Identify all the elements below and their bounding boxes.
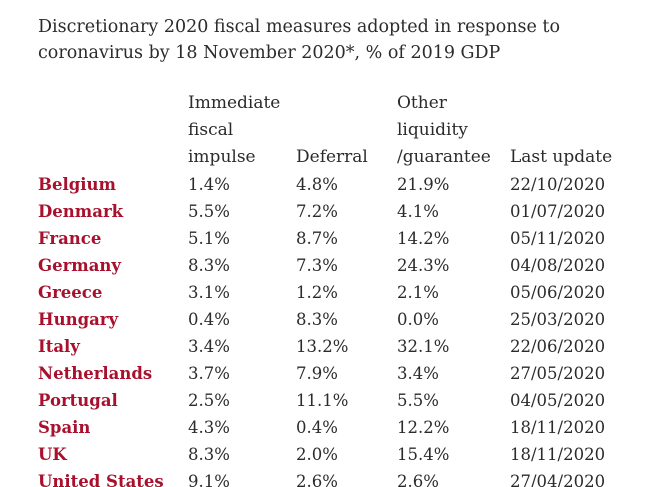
header-immediate-line-1: Immediate: [188, 93, 281, 113]
table-row: United States 9.1% 2.6% 2.6% 27/04/2020: [0, 468, 650, 487]
last-update-cell: 22/10/2020: [510, 175, 606, 194]
last-update-cell: 18/11/2020: [510, 445, 606, 464]
immediate-cell: 9.1%: [188, 472, 230, 487]
table-row: Greece 3.1% 1.2% 2.1% 05/06/2020: [0, 279, 650, 306]
other-cell: 2.1%: [397, 283, 439, 302]
immediate-cell: 5.1%: [188, 229, 230, 248]
immediate-cell: 4.3%: [188, 418, 230, 437]
deferral-cell: 8.7%: [296, 229, 338, 248]
table-row: Denmark 5.5% 7.2% 4.1% 01/07/2020: [0, 198, 650, 225]
immediate-cell: 5.5%: [188, 202, 230, 221]
table-row: Portugal 2.5% 11.1% 5.5% 04/05/2020: [0, 387, 650, 414]
header-other-line-1: Other: [397, 93, 447, 113]
country-cell: UK: [38, 445, 67, 464]
last-update-cell: 05/06/2020: [510, 283, 606, 302]
table-row: Netherlands 3.7% 7.9% 3.4% 27/05/2020: [0, 360, 650, 387]
other-cell: 15.4%: [397, 445, 450, 464]
immediate-cell: 3.7%: [188, 364, 230, 383]
other-cell: 0.0%: [397, 310, 439, 329]
other-cell: 12.2%: [397, 418, 450, 437]
header-deferral-spacer-2: [296, 117, 368, 144]
deferral-cell: 4.8%: [296, 175, 338, 194]
deferral-cell: 7.3%: [296, 256, 338, 275]
other-cell: 3.4%: [397, 364, 439, 383]
table-row: Spain 4.3% 0.4% 12.2% 18/11/2020: [0, 414, 650, 441]
country-cell: Greece: [38, 283, 103, 302]
last-update-cell: 01/07/2020: [510, 202, 606, 221]
other-cell: 4.1%: [397, 202, 439, 221]
immediate-cell: 0.4%: [188, 310, 230, 329]
table-row: Belgium 1.4% 4.8% 21.9% 22/10/2020: [0, 171, 650, 198]
other-cell: 2.6%: [397, 472, 439, 487]
country-cell: United States: [38, 472, 164, 487]
other-cell: 32.1%: [397, 337, 450, 356]
other-cell: 21.9%: [397, 175, 450, 194]
title-line-2: coronavirus by 18 November 2020*, % of 2…: [38, 43, 501, 63]
last-update-cell: 18/11/2020: [510, 418, 606, 437]
last-update-cell: 22/06/2020: [510, 337, 606, 356]
deferral-cell: 0.4%: [296, 418, 338, 437]
last-update-cell: 05/11/2020: [510, 229, 606, 248]
country-cell: France: [38, 229, 102, 248]
header-deferral-spacer-1: [296, 90, 368, 117]
immediate-cell: 8.3%: [188, 256, 230, 275]
header-deferral-label: Deferral: [296, 147, 368, 167]
table-body: Belgium 1.4% 4.8% 21.9% 22/10/2020 Denmark 5.5…: [0, 171, 650, 487]
immediate-cell: 3.1%: [188, 283, 230, 302]
country-cell: Portugal: [38, 391, 118, 410]
table-row: Hungary 0.4% 8.3% 0.0% 25/03/2020: [0, 306, 650, 333]
header-other-line-3: /guarantee: [397, 147, 491, 167]
deferral-cell: 1.2%: [296, 283, 338, 302]
header-update-spacer-1: [510, 90, 612, 117]
deferral-cell: 2.6%: [296, 472, 338, 487]
immediate-cell: 2.5%: [188, 391, 230, 410]
other-cell: 14.2%: [397, 229, 450, 248]
header-immediate-fiscal-impulse: Immediate fiscal impulse: [188, 90, 280, 171]
last-update-cell: 25/03/2020: [510, 310, 606, 329]
country-cell: Germany: [38, 256, 122, 275]
country-cell: Italy: [38, 337, 80, 356]
deferral-cell: 8.3%: [296, 310, 338, 329]
country-cell: Belgium: [38, 175, 116, 194]
header-deferral: Deferral: [296, 90, 368, 171]
table-row: France 5.1% 8.7% 14.2% 05/11/2020: [0, 225, 650, 252]
header-last-update: Last update: [510, 90, 612, 171]
country-cell: Spain: [38, 418, 91, 437]
other-cell: 24.3%: [397, 256, 450, 275]
last-update-cell: 04/05/2020: [510, 391, 606, 410]
header-immediate-line-3: impulse: [188, 147, 256, 167]
table-row: UK 8.3% 2.0% 15.4% 18/11/2020: [0, 441, 650, 468]
header-update-label: Last update: [510, 147, 613, 167]
header-update-spacer-2: [510, 117, 612, 144]
country-cell: Hungary: [38, 310, 119, 329]
title-line-1: Discretionary 2020 fiscal measures adopt…: [38, 17, 561, 37]
deferral-cell: 7.2%: [296, 202, 338, 221]
table-row: Italy 3.4% 13.2% 32.1% 22/06/2020: [0, 333, 650, 360]
header-other-liquidity-guarantee: Other liquidity /guarantee: [397, 90, 491, 171]
header-immediate-line-2: fiscal: [188, 120, 234, 140]
deferral-cell: 13.2%: [296, 337, 349, 356]
table-title: Discretionary 2020 fiscal measures adopt…: [38, 14, 618, 66]
header-other-line-2: liquidity: [397, 120, 468, 140]
last-update-cell: 27/05/2020: [510, 364, 606, 383]
table-row: Germany 8.3% 7.3% 24.3% 04/08/2020: [0, 252, 650, 279]
deferral-cell: 2.0%: [296, 445, 338, 464]
deferral-cell: 7.9%: [296, 364, 338, 383]
deferral-cell: 11.1%: [296, 391, 349, 410]
other-cell: 5.5%: [397, 391, 439, 410]
immediate-cell: 8.3%: [188, 445, 230, 464]
last-update-cell: 04/08/2020: [510, 256, 606, 275]
country-cell: Denmark: [38, 202, 124, 221]
last-update-cell: 27/04/2020: [510, 472, 606, 487]
country-cell: Netherlands: [38, 364, 153, 383]
immediate-cell: 1.4%: [188, 175, 230, 194]
immediate-cell: 3.4%: [188, 337, 230, 356]
